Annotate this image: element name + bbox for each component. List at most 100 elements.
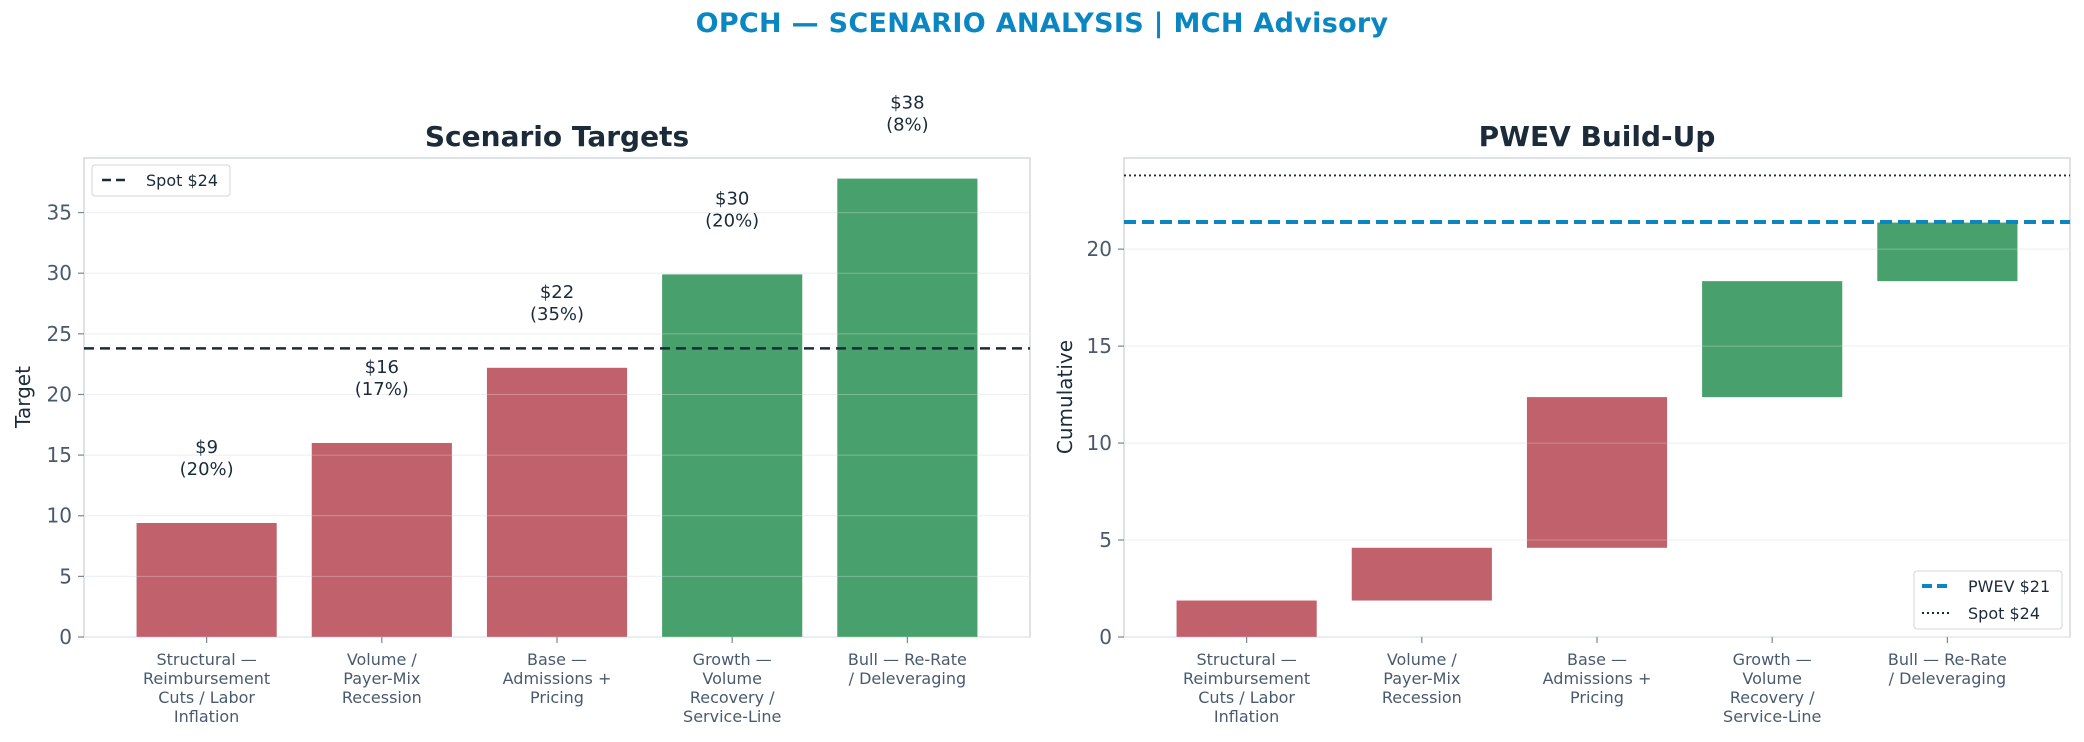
x-tick-label: Bull — Re-Rate / Deleveraging [848, 650, 967, 688]
bar [311, 442, 452, 637]
x-tick-label-line: Structural — [156, 650, 256, 669]
legend-box [1913, 570, 2063, 630]
x-tick-label-line: Cuts / Labor [1198, 688, 1295, 707]
x-tick-label: Volume / Payer-Mix Recession [342, 650, 422, 707]
legend: PWEV $21 Spot $24 [1913, 570, 2063, 630]
bar [837, 178, 978, 638]
data-label-probability: (8%) [886, 115, 929, 136]
x-tick-label-line: Cuts / Labor [158, 688, 255, 707]
x-tick-label-line: Payer-Mix [1383, 669, 1460, 688]
x-tick-label-line: / Deleveraging [849, 669, 967, 688]
y-tick-label: 15 [1087, 334, 1112, 358]
y-tick-label: 30 [47, 261, 72, 285]
x-tick-label-line: Pricing [530, 688, 584, 707]
data-label-price: $9 [195, 437, 218, 458]
gridlines-overlay [84, 212, 1030, 638]
x-tick-label-line: Payer-Mix [343, 669, 420, 688]
data-label-price: $38 [890, 93, 924, 114]
legend: Spot $24 [91, 164, 231, 197]
x-axis: Structural — Reimbursement Cuts / Labor Inf… [143, 637, 967, 726]
figure-title: OPCH — SCENARIO ANALYSIS | MCH Advisory [695, 8, 1389, 39]
x-tick-label: Base — Admissions + Pricing [503, 650, 612, 707]
data-label-price: $30 [715, 188, 749, 209]
pwev-buildup-chart: 0 5 10 15 20 Structural — Reimbursement Cuts /… [1053, 120, 2071, 726]
data-label-probability: (20%) [180, 459, 234, 480]
x-tick-label-line: Reimbursement [1183, 669, 1310, 688]
legend-pwev-label: PWEV $21 [1968, 577, 2050, 596]
x-tick-label-line: Recession [1382, 688, 1462, 707]
reference-lines [1124, 174, 2070, 224]
x-tick-label-line: Growth — [693, 650, 772, 669]
y-tick-label: 5 [59, 564, 72, 588]
bar [1351, 547, 1492, 601]
data-label-price: $22 [540, 282, 574, 303]
x-tick-label: Growth — Volume Recovery / Service-Line [683, 650, 781, 726]
y-axis: 0 5 10 15 20 [1087, 237, 1124, 649]
y-tick-label: 10 [1087, 431, 1112, 455]
x-tick-label-line: Recession [342, 688, 422, 707]
x-tick-label-line: Volume [1742, 669, 1802, 688]
x-tick-label-line: Service-Line [683, 707, 781, 726]
x-tick-label: Structural — Reimbursement Cuts / Labor Inf… [143, 650, 270, 726]
y-tick-label: 35 [47, 201, 72, 225]
y-axis-label: Cumulative [1053, 340, 1077, 454]
y-tick-label: 0 [59, 625, 72, 649]
x-tick-label-line: Base — [1567, 650, 1627, 669]
x-tick-label-line: Volume / [347, 650, 418, 669]
x-axis: Structural — Reimbursement Cuts / Labor Inf… [1183, 637, 2007, 726]
y-tick-label: 5 [1099, 528, 1112, 552]
x-tick-label: Structural — Reimbursement Cuts / Labor Inf… [1183, 650, 1310, 726]
x-tick-label-line: Inflation [1214, 707, 1279, 726]
gridlines-overlay [1124, 248, 2070, 638]
data-labels: $9(20%)$16(17%)$22(35%)$30(20%)$38(8%) [180, 93, 929, 480]
x-tick-label: Base — Admissions + Pricing [1543, 650, 1652, 707]
chart-title: Scenario Targets [425, 120, 689, 153]
x-tick-label-line: Growth — [1733, 650, 1812, 669]
x-tick-label-line: Reimbursement [143, 669, 270, 688]
y-tick-label: 20 [1087, 237, 1112, 261]
y-axis: 0 5 10 15 20 25 30 35 [47, 201, 84, 649]
bars [1176, 222, 2018, 637]
bars [136, 178, 978, 638]
x-tick-label-line: Service-Line [1723, 707, 1821, 726]
legend-spot-label: Spot $24 [1968, 604, 2040, 623]
x-tick-label-line: Admissions + [1543, 669, 1652, 688]
chart-title: PWEV Build-Up [1479, 120, 1716, 153]
legend-spot-label: Spot $24 [146, 171, 218, 190]
data-label-probability: (35%) [530, 304, 584, 325]
x-tick-label-line: Admissions + [503, 669, 612, 688]
data-label-probability: (17%) [355, 379, 409, 400]
x-tick-label-line: Bull — Re-Rate [1888, 650, 2007, 669]
x-tick-label: Volume / Payer-Mix Recession [1382, 650, 1462, 707]
x-tick-label-line: Inflation [174, 707, 239, 726]
scenario-targets-chart: 0 5 10 15 20 25 30 35 Structural — Reimbursement… [11, 93, 1031, 726]
x-tick-label-line: Pricing [1570, 688, 1624, 707]
x-tick-label-line: Structural — [1196, 650, 1296, 669]
data-label-probability: (20%) [705, 210, 759, 231]
data-label-price: $16 [365, 357, 399, 378]
bar [1526, 397, 1668, 548]
bar [1176, 600, 1317, 637]
x-tick-label-line: / Deleveraging [1889, 669, 2007, 688]
y-tick-label: 10 [47, 504, 72, 528]
y-tick-label: 20 [47, 382, 72, 406]
x-tick-label-line: Bull — Re-Rate [848, 650, 967, 669]
x-tick-label-line: Volume [702, 669, 762, 688]
y-tick-label: 25 [47, 322, 72, 346]
x-tick-label-line: Volume / [1387, 650, 1458, 669]
bar [1877, 222, 2018, 282]
legend-box [91, 164, 231, 197]
x-tick-label-line: Recovery / [1730, 688, 1815, 707]
y-axis-label: Target [11, 366, 35, 429]
bar [136, 523, 277, 637]
x-tick-label: Bull — Re-Rate / Deleveraging [1888, 650, 2007, 688]
x-tick-label-line: Recovery / [690, 688, 775, 707]
bar [662, 274, 803, 637]
x-tick-label: Growth — Volume Recovery / Service-Line [1723, 650, 1821, 726]
y-tick-label: 15 [47, 443, 72, 467]
x-tick-label-line: Base — [527, 650, 587, 669]
y-tick-label: 0 [1099, 625, 1112, 649]
bar [1702, 281, 1843, 398]
bar [486, 367, 628, 637]
